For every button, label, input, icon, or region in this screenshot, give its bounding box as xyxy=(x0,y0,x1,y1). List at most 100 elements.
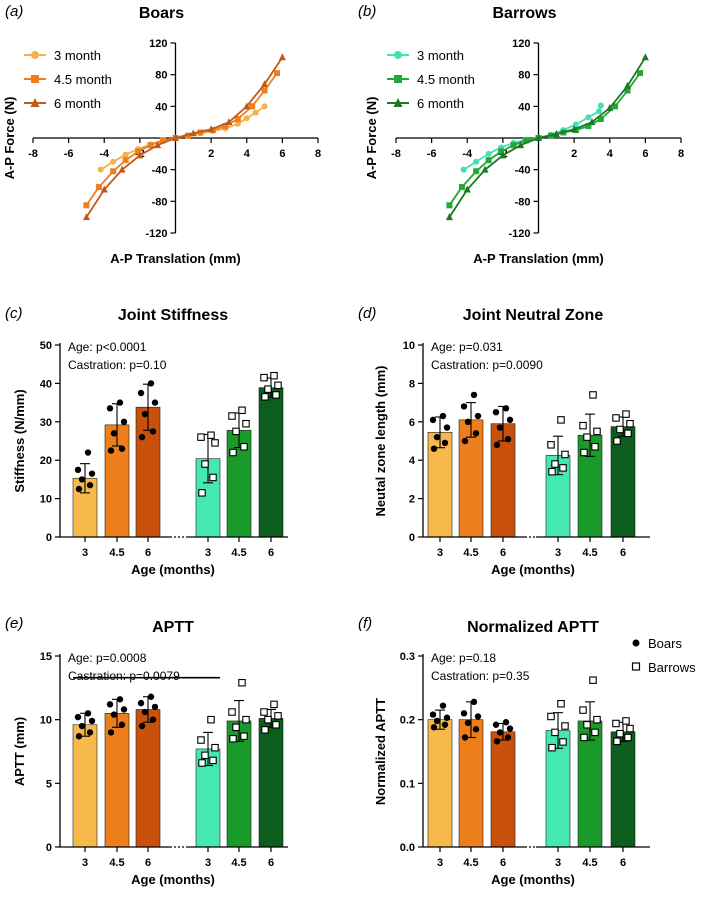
data-point xyxy=(198,489,206,497)
y-axis-label: Stiffness (N/mm) xyxy=(12,389,27,492)
data-point xyxy=(147,142,154,149)
panel-b: (b)Barrows-8-6-4-224681208040-40-80-120A… xyxy=(358,3,684,266)
bar xyxy=(258,718,284,848)
x-tick-label: 6 xyxy=(500,857,506,869)
bar xyxy=(610,731,636,848)
x-tick-label: 4.5 xyxy=(582,857,597,869)
chart-title: Joint Stiffness xyxy=(118,307,228,324)
bar-barrows-6 xyxy=(610,717,636,848)
x-axis-label: Age (months) xyxy=(491,872,575,887)
x-tick-label: 4.5 xyxy=(109,547,124,559)
x-tick-label: 6 xyxy=(500,547,506,559)
data-point xyxy=(551,728,559,737)
bar-boars-3 xyxy=(72,710,98,848)
data-point xyxy=(612,103,619,110)
panel-f: (f) Normalized APTT Age: p=0.18 Castration:… xyxy=(358,615,696,887)
bar-barrows-4-5 xyxy=(577,676,603,848)
legend-marker-boars xyxy=(632,639,640,647)
y-axis-label: A-P Force (N) xyxy=(2,97,17,180)
data-point xyxy=(95,184,102,191)
data-point xyxy=(551,460,559,468)
bar-boars-6 xyxy=(490,405,516,538)
x-tick-label: 6 xyxy=(268,547,274,559)
data-point xyxy=(82,213,90,221)
data-point xyxy=(510,142,517,149)
data-point xyxy=(472,430,480,437)
data-point xyxy=(198,759,206,767)
bar-barrows-6 xyxy=(258,371,284,538)
stat-annotation: Age: p=0.18 xyxy=(431,651,496,665)
data-point xyxy=(84,710,92,717)
data-point xyxy=(249,103,256,110)
y-tick-label: 10 xyxy=(40,494,52,506)
bar xyxy=(458,719,484,848)
data-point xyxy=(430,724,438,731)
data-point xyxy=(570,125,578,133)
data-point xyxy=(580,448,588,457)
data-point xyxy=(274,712,282,720)
bar-barrows-6 xyxy=(610,410,636,538)
y-tick-label: 0 xyxy=(409,532,415,544)
bar-barrows-3 xyxy=(195,715,221,848)
data-point xyxy=(596,108,603,115)
data-point xyxy=(100,185,108,193)
data-point xyxy=(141,708,149,716)
data-point xyxy=(138,433,146,441)
data-point xyxy=(229,735,237,743)
x-tick-label: 3 xyxy=(437,547,443,559)
legend-marker xyxy=(393,98,403,107)
data-point xyxy=(88,717,96,725)
legend-item: 4.5 month xyxy=(24,72,112,87)
stat-annotation: Castration: p=0.10 xyxy=(68,358,167,372)
y-tick-label: 0.3 xyxy=(400,651,415,663)
data-point xyxy=(470,391,478,399)
data-point xyxy=(559,464,567,472)
y-tick-label: 40 xyxy=(155,101,167,113)
data-point xyxy=(110,168,117,175)
data-point xyxy=(151,399,159,406)
y-tick-label: -40 xyxy=(152,165,168,177)
data-point xyxy=(460,403,468,410)
data-point xyxy=(222,123,229,130)
data-point xyxy=(458,184,465,191)
y-tick-label: 120 xyxy=(149,38,167,50)
bar-boars-4-5 xyxy=(104,696,130,848)
legend-label: 4.5 month xyxy=(417,72,475,87)
x-tick-label: 3 xyxy=(555,857,561,869)
legend-item: 6 month xyxy=(387,96,464,111)
data-point xyxy=(149,428,157,435)
data-point xyxy=(624,733,632,742)
data-point xyxy=(172,134,179,141)
x-tick-label: 4.5 xyxy=(463,547,478,559)
data-point xyxy=(264,385,272,393)
bar-barrows-3 xyxy=(195,431,221,538)
data-point xyxy=(160,137,167,144)
panel-label: (f) xyxy=(358,615,372,632)
chart-title: APTT xyxy=(152,619,194,636)
data-point xyxy=(624,81,632,89)
data-point xyxy=(211,743,219,752)
bar-barrows-4-5 xyxy=(226,678,252,848)
data-point xyxy=(154,141,162,149)
data-point xyxy=(473,168,480,175)
x-tick-label: 3 xyxy=(437,857,443,869)
data-point xyxy=(443,424,451,431)
data-point xyxy=(464,418,472,425)
bar-boars-4-5 xyxy=(104,399,130,538)
data-point xyxy=(561,450,569,459)
legend-label: 4.5 month xyxy=(54,72,112,87)
data-point xyxy=(579,706,587,714)
x-tick-label: 8 xyxy=(678,148,684,160)
data-point xyxy=(506,416,514,424)
stat-annotation: Castration: p=0.35 xyxy=(431,669,530,683)
panel-e: (e) APTT Age: p=0.0008 Castration: p=0.0079… xyxy=(5,615,288,887)
data-point xyxy=(585,123,592,130)
data-point xyxy=(274,70,281,77)
y-tick-label: -80 xyxy=(152,196,168,208)
data-point xyxy=(502,719,510,726)
bar xyxy=(135,709,161,848)
x-tick-label: 4.5 xyxy=(231,857,246,869)
data-point xyxy=(496,729,504,736)
data-point xyxy=(591,443,599,451)
data-point xyxy=(211,439,219,447)
